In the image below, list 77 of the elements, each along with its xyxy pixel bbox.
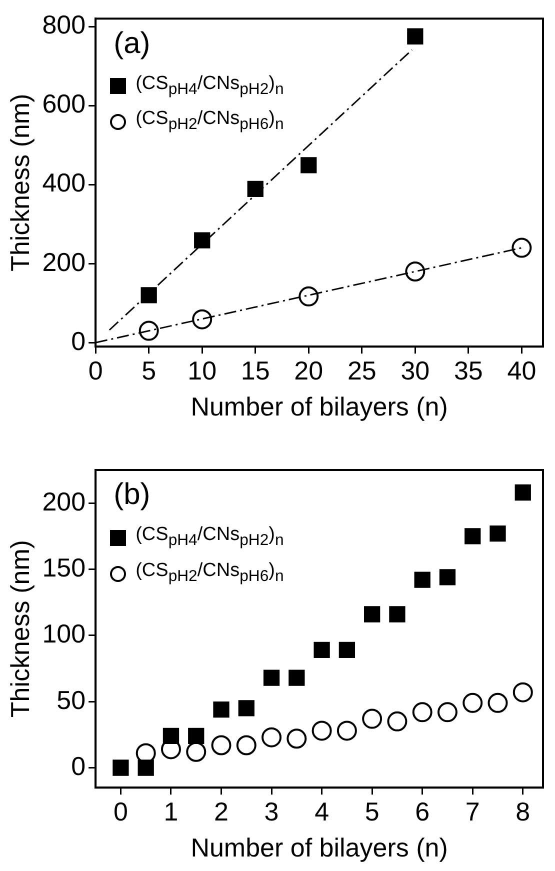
y-tick-label: 400 [42, 168, 86, 198]
point [414, 572, 430, 588]
y-axis-title: Thickness (nm) [4, 540, 35, 718]
y-axis-title: Thickness (nm) [4, 94, 35, 272]
point [140, 287, 157, 304]
x-tick-label: 40 [507, 355, 536, 386]
annotation: (b) [114, 478, 150, 512]
point [138, 320, 159, 341]
point [389, 606, 406, 622]
point [211, 735, 232, 756]
x-tick-label: 8 [516, 796, 530, 826]
point [112, 760, 129, 776]
point [188, 728, 204, 744]
y-tick-label: 800 [42, 10, 86, 40]
point [437, 702, 458, 722]
point [162, 728, 180, 744]
x-tick-label: 20 [294, 355, 324, 386]
point [262, 727, 282, 748]
point [464, 528, 481, 544]
x-tick-label: 7 [465, 796, 480, 826]
y-tick-label: 150 [42, 552, 86, 582]
x-tick-label: 30 [400, 355, 430, 386]
x-tick-label: 4 [314, 796, 330, 826]
y-tick-label: 200 [42, 486, 86, 516]
legend-label: (CS$_{pH4}$/CNs$_{pH2}$)$_{n}$ [136, 523, 284, 551]
point [439, 569, 456, 586]
y-tick-label: 200 [42, 246, 86, 277]
point [462, 692, 483, 713]
x-tick-label: 35 [454, 355, 483, 386]
legend-label: (CS$_{pH2}$/CNs$_{pH6}$)$_{n}$ [136, 558, 284, 587]
x-tick-label: 15 [240, 355, 270, 386]
point [138, 760, 154, 776]
point [288, 670, 305, 686]
x-tick-label: 3 [264, 796, 279, 826]
x-tick-label: 25 [347, 355, 376, 386]
point [338, 642, 356, 658]
annotation: (a) [114, 26, 150, 61]
point [194, 232, 210, 248]
point [362, 708, 382, 729]
x-axis-title: Number of bilayers (n) [190, 392, 448, 422]
y-tick-label: 50 [56, 684, 86, 715]
point [488, 692, 508, 713]
x-tick-label: 5 [364, 796, 380, 826]
point [407, 28, 424, 44]
point [286, 728, 307, 749]
point [387, 711, 408, 732]
x-tick-label: 5 [142, 355, 156, 386]
point [314, 642, 330, 658]
y-tick-label: 100 [42, 618, 86, 649]
x-tick-label: 6 [415, 796, 430, 826]
x-tick-label: 1 [164, 796, 178, 826]
point [263, 670, 280, 686]
legend-label: (CS$_{pH4}$/CNs$_{pH2}$)$_{n}$ [136, 72, 284, 100]
point [412, 702, 432, 722]
point [514, 484, 531, 501]
point [300, 157, 317, 174]
point [298, 286, 319, 306]
y-tick-label: 0 [71, 750, 86, 781]
point [512, 682, 533, 702]
y-tick-label: 0 [71, 326, 86, 356]
y-tick-label: 600 [42, 88, 86, 119]
point [247, 180, 264, 197]
point [490, 525, 506, 542]
point [364, 606, 380, 622]
legend-label: (CS$_{pH2}$/CNs$_{pH6}$)$_{n}$ [136, 107, 284, 136]
x-tick-label: 10 [188, 355, 217, 386]
x-tick-label: 0 [113, 796, 128, 826]
point [405, 262, 426, 282]
point [336, 720, 357, 741]
x-axis-title: Number of bilayers (n) [190, 832, 448, 863]
point [192, 309, 212, 330]
point [238, 700, 254, 716]
point [213, 701, 230, 718]
x-tick-label: 2 [214, 796, 228, 826]
point [512, 238, 532, 258]
point [312, 720, 332, 741]
point [236, 735, 256, 756]
